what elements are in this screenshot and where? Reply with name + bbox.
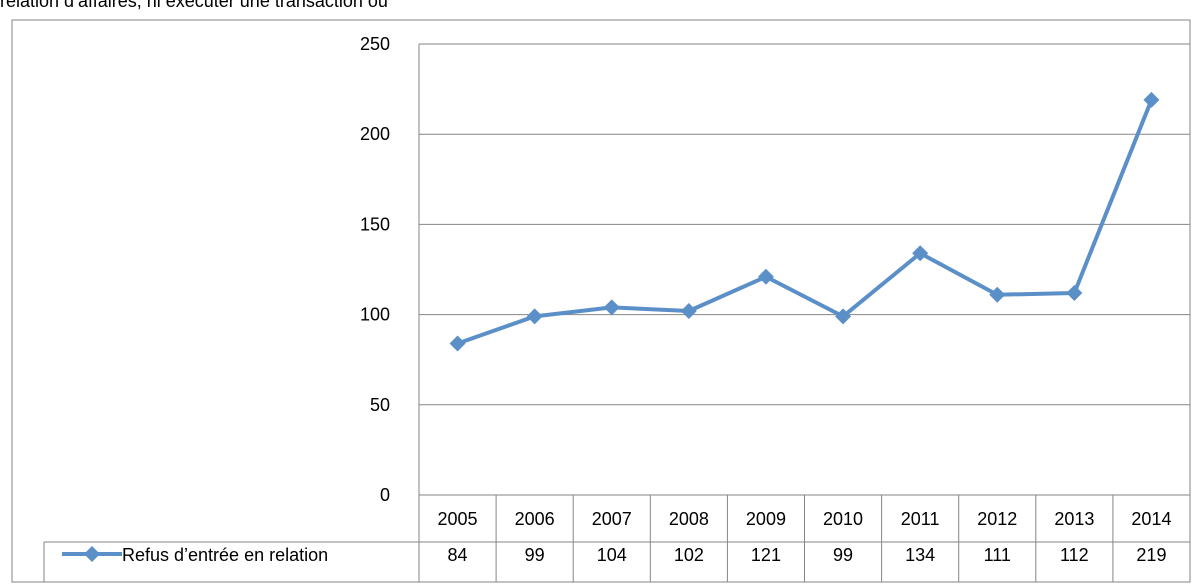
y-tick-label-0: 0 <box>380 485 390 505</box>
chart-frame <box>11 19 1191 583</box>
data-table-value-2007: 104 <box>597 545 627 565</box>
y-tick-label-150: 150 <box>360 214 390 234</box>
y-tick-label-50: 50 <box>370 395 390 415</box>
x-category-label-2010: 2010 <box>823 509 863 529</box>
data-point-2008 <box>680 302 697 319</box>
x-category-label-2012: 2012 <box>977 509 1017 529</box>
data-point-2009 <box>757 268 774 285</box>
x-category-label-2006: 2006 <box>515 509 555 529</box>
data-point-2013 <box>1066 284 1083 301</box>
y-tick-label-200: 200 <box>360 124 390 144</box>
data-table-value-2010: 99 <box>833 545 853 565</box>
x-category-label-2009: 2009 <box>746 509 786 529</box>
data-table-value-2011: 134 <box>905 545 935 565</box>
x-category-label-2011: 2011 <box>901 509 940 529</box>
x-category-label-2008: 2008 <box>669 509 709 529</box>
legend-marker-swatch <box>84 546 100 562</box>
y-axis-tick-labels: 0 50 100 150 200 250 <box>360 34 390 505</box>
x-category-label-2005: 2005 <box>438 509 478 529</box>
data-table-value-2013: 112 <box>1060 545 1089 565</box>
series-refus <box>449 91 1160 352</box>
y-tick-label-250: 250 <box>360 34 390 54</box>
data-point-2012 <box>989 286 1006 303</box>
x-category-label-2013: 2013 <box>1054 509 1094 529</box>
data-point-2010 <box>835 308 852 325</box>
x-category-label-2007: 2007 <box>592 509 632 529</box>
data-point-2005 <box>449 335 466 352</box>
data-table: 2005 2006 2007 2008 2009 2010 2011 2012 2013 2014… <box>43 494 1191 583</box>
legend-entry: Refus d’entrée en relation <box>62 545 328 565</box>
data-point-2007 <box>603 299 620 316</box>
y-tick-label-100: 100 <box>360 305 390 325</box>
data-point-2006 <box>526 308 543 325</box>
data-table-value-2005: 84 <box>448 545 468 565</box>
data-table-value-2009: 121 <box>751 545 781 565</box>
data-table-value-2012: 111 <box>984 545 1011 565</box>
data-point-2014 <box>1143 91 1160 108</box>
top-paragraph-text: relation d’affaires, ni exécuter une tra… <box>0 0 388 11</box>
data-table-value-2008: 102 <box>674 545 704 565</box>
data-table-value-2006: 99 <box>525 545 545 565</box>
series-line <box>456 99 1154 346</box>
data-table-value-2014: 219 <box>1136 545 1166 565</box>
x-category-label-2014: 2014 <box>1131 509 1171 529</box>
data-point-2011 <box>912 245 929 262</box>
legend-label: Refus d’entrée en relation <box>122 545 328 565</box>
